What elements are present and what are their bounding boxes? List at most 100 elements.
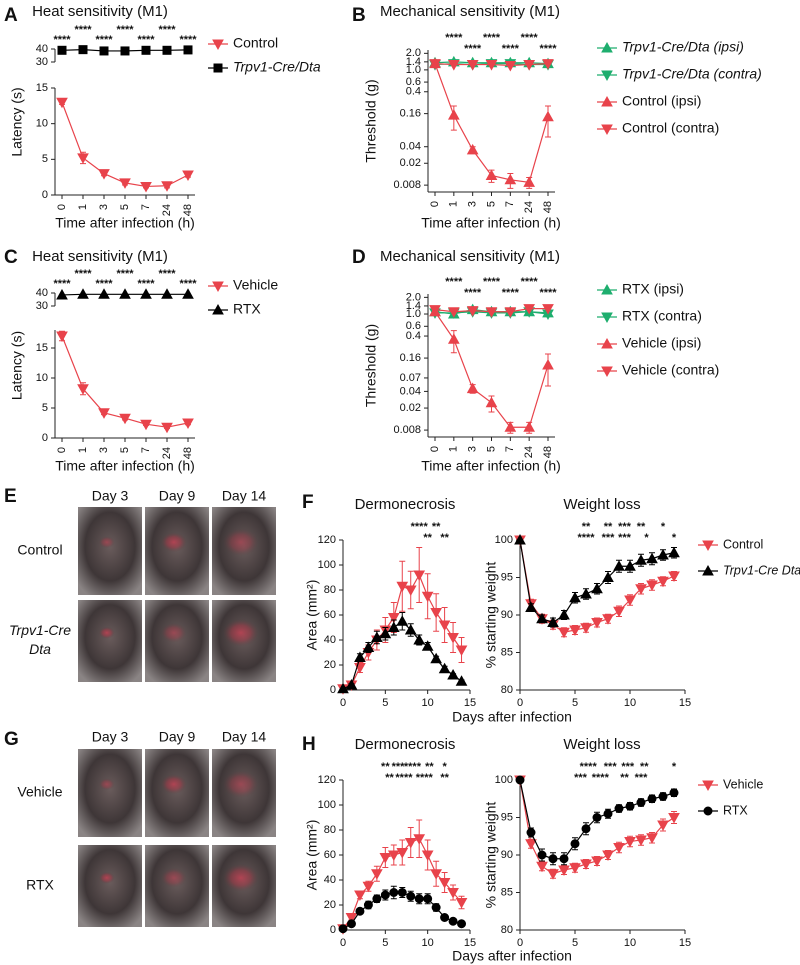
y-tick-label: 0.04 <box>400 141 421 153</box>
y-tick-label: 2.0 <box>406 47 421 59</box>
x-tick-label: 7 <box>504 201 516 207</box>
data-point <box>547 616 559 627</box>
x-tick-label: 24 <box>523 446 535 458</box>
data-point <box>140 288 152 299</box>
data-point <box>429 59 441 70</box>
x-tick-label: 3 <box>98 447 110 453</box>
column-label: Day 14 <box>222 729 267 745</box>
y-axis-label: Threshold (g) <box>363 79 379 162</box>
data-point <box>447 668 459 680</box>
x-tick-label: 10 <box>624 937 636 949</box>
data-point <box>548 854 558 864</box>
data-point <box>362 641 375 652</box>
significance-label: **** <box>137 278 155 290</box>
data-point <box>647 794 657 804</box>
data-point <box>569 625 581 637</box>
data-point <box>580 859 592 871</box>
data-point <box>636 798 646 807</box>
column-label: Day 3 <box>92 729 129 745</box>
data-point <box>379 627 392 639</box>
chart-title: Weight loss <box>563 736 640 753</box>
significance-label: **** <box>483 32 501 44</box>
data-point <box>668 546 680 558</box>
significance-label: * <box>442 761 447 773</box>
data-point <box>421 591 434 603</box>
significance-label: *** <box>618 521 632 533</box>
significance-label: **** <box>445 32 463 44</box>
column-label: Day 9 <box>159 729 196 745</box>
data-point <box>161 181 173 192</box>
significance-label: *** <box>618 532 632 544</box>
data-point <box>504 61 517 72</box>
photo-lesion <box>222 618 259 647</box>
data-point <box>455 898 468 909</box>
x-tick-label: 1 <box>448 446 460 452</box>
data-point <box>440 913 450 922</box>
data-point <box>387 850 400 862</box>
photo-lesion <box>222 863 259 892</box>
data-point <box>558 865 570 877</box>
y-tick-label: 100 <box>495 534 513 546</box>
legend-marker <box>601 124 613 136</box>
data-point <box>657 548 669 560</box>
x-tick-label: 0 <box>340 937 346 949</box>
panel-letter: F <box>302 492 314 513</box>
y-tick-label: 100 <box>495 774 513 786</box>
data-point <box>183 45 193 55</box>
data-point <box>396 848 409 859</box>
data-point <box>338 924 348 934</box>
data-point <box>404 623 417 635</box>
data-point <box>657 820 669 832</box>
y-tick-label: 80 <box>501 684 513 696</box>
y-axis-label: Area (mm²) <box>304 580 320 651</box>
y-tick-label: 100 <box>318 799 336 811</box>
data-point <box>447 307 460 318</box>
significance-label: ** <box>637 521 646 533</box>
y-tick-label: 40 <box>36 287 48 299</box>
data-point <box>371 631 383 642</box>
data-point <box>613 560 625 571</box>
x-tick-label: 7 <box>140 447 152 453</box>
data-point <box>668 813 680 824</box>
data-point <box>646 833 658 844</box>
data-point <box>447 333 460 344</box>
panel-letter: B <box>352 5 366 26</box>
y-tick-label: 1.0 <box>406 308 421 320</box>
y-tick-label: 100 <box>318 559 336 571</box>
y-tick-label: 80 <box>324 584 336 596</box>
significance-label: **** <box>158 268 176 280</box>
row-label: Vehicle <box>17 784 62 800</box>
data-point <box>404 838 417 849</box>
data-point <box>485 60 498 71</box>
y-tick-label: 90 <box>501 609 513 621</box>
data-point <box>141 45 151 55</box>
data-point <box>514 533 526 545</box>
y-tick-label: 40 <box>36 43 48 55</box>
significance-label: **** <box>395 772 413 784</box>
significance-label: ** <box>582 521 591 533</box>
y-tick-label: 95 <box>501 811 513 823</box>
significance-label: **** <box>521 276 539 288</box>
data-point <box>504 173 517 185</box>
y-tick-label: 60 <box>324 849 336 861</box>
data-point <box>379 853 392 864</box>
x-tick-label: 48 <box>182 447 194 459</box>
data-point <box>438 620 451 632</box>
chart-title: Heat sensitivity (M1) <box>32 3 168 20</box>
legend-label: RTX (contra) <box>622 308 702 324</box>
x-tick-label: 10 <box>624 697 636 709</box>
data-point <box>580 587 592 599</box>
x-axis-label: Days after infection <box>452 948 572 964</box>
legend-marker <box>212 303 224 315</box>
legend-label: RTX <box>233 301 261 317</box>
significance-label: *** <box>602 532 616 544</box>
y-tick-label: 5 <box>42 402 48 414</box>
y-tick-label: 1.0 <box>406 64 421 76</box>
data-point <box>580 623 592 634</box>
significance-label: * <box>644 532 649 544</box>
data-point <box>515 775 525 785</box>
data-point <box>635 584 647 595</box>
significance-label: **** <box>416 772 434 784</box>
y-tick-label: 0.02 <box>400 157 421 169</box>
